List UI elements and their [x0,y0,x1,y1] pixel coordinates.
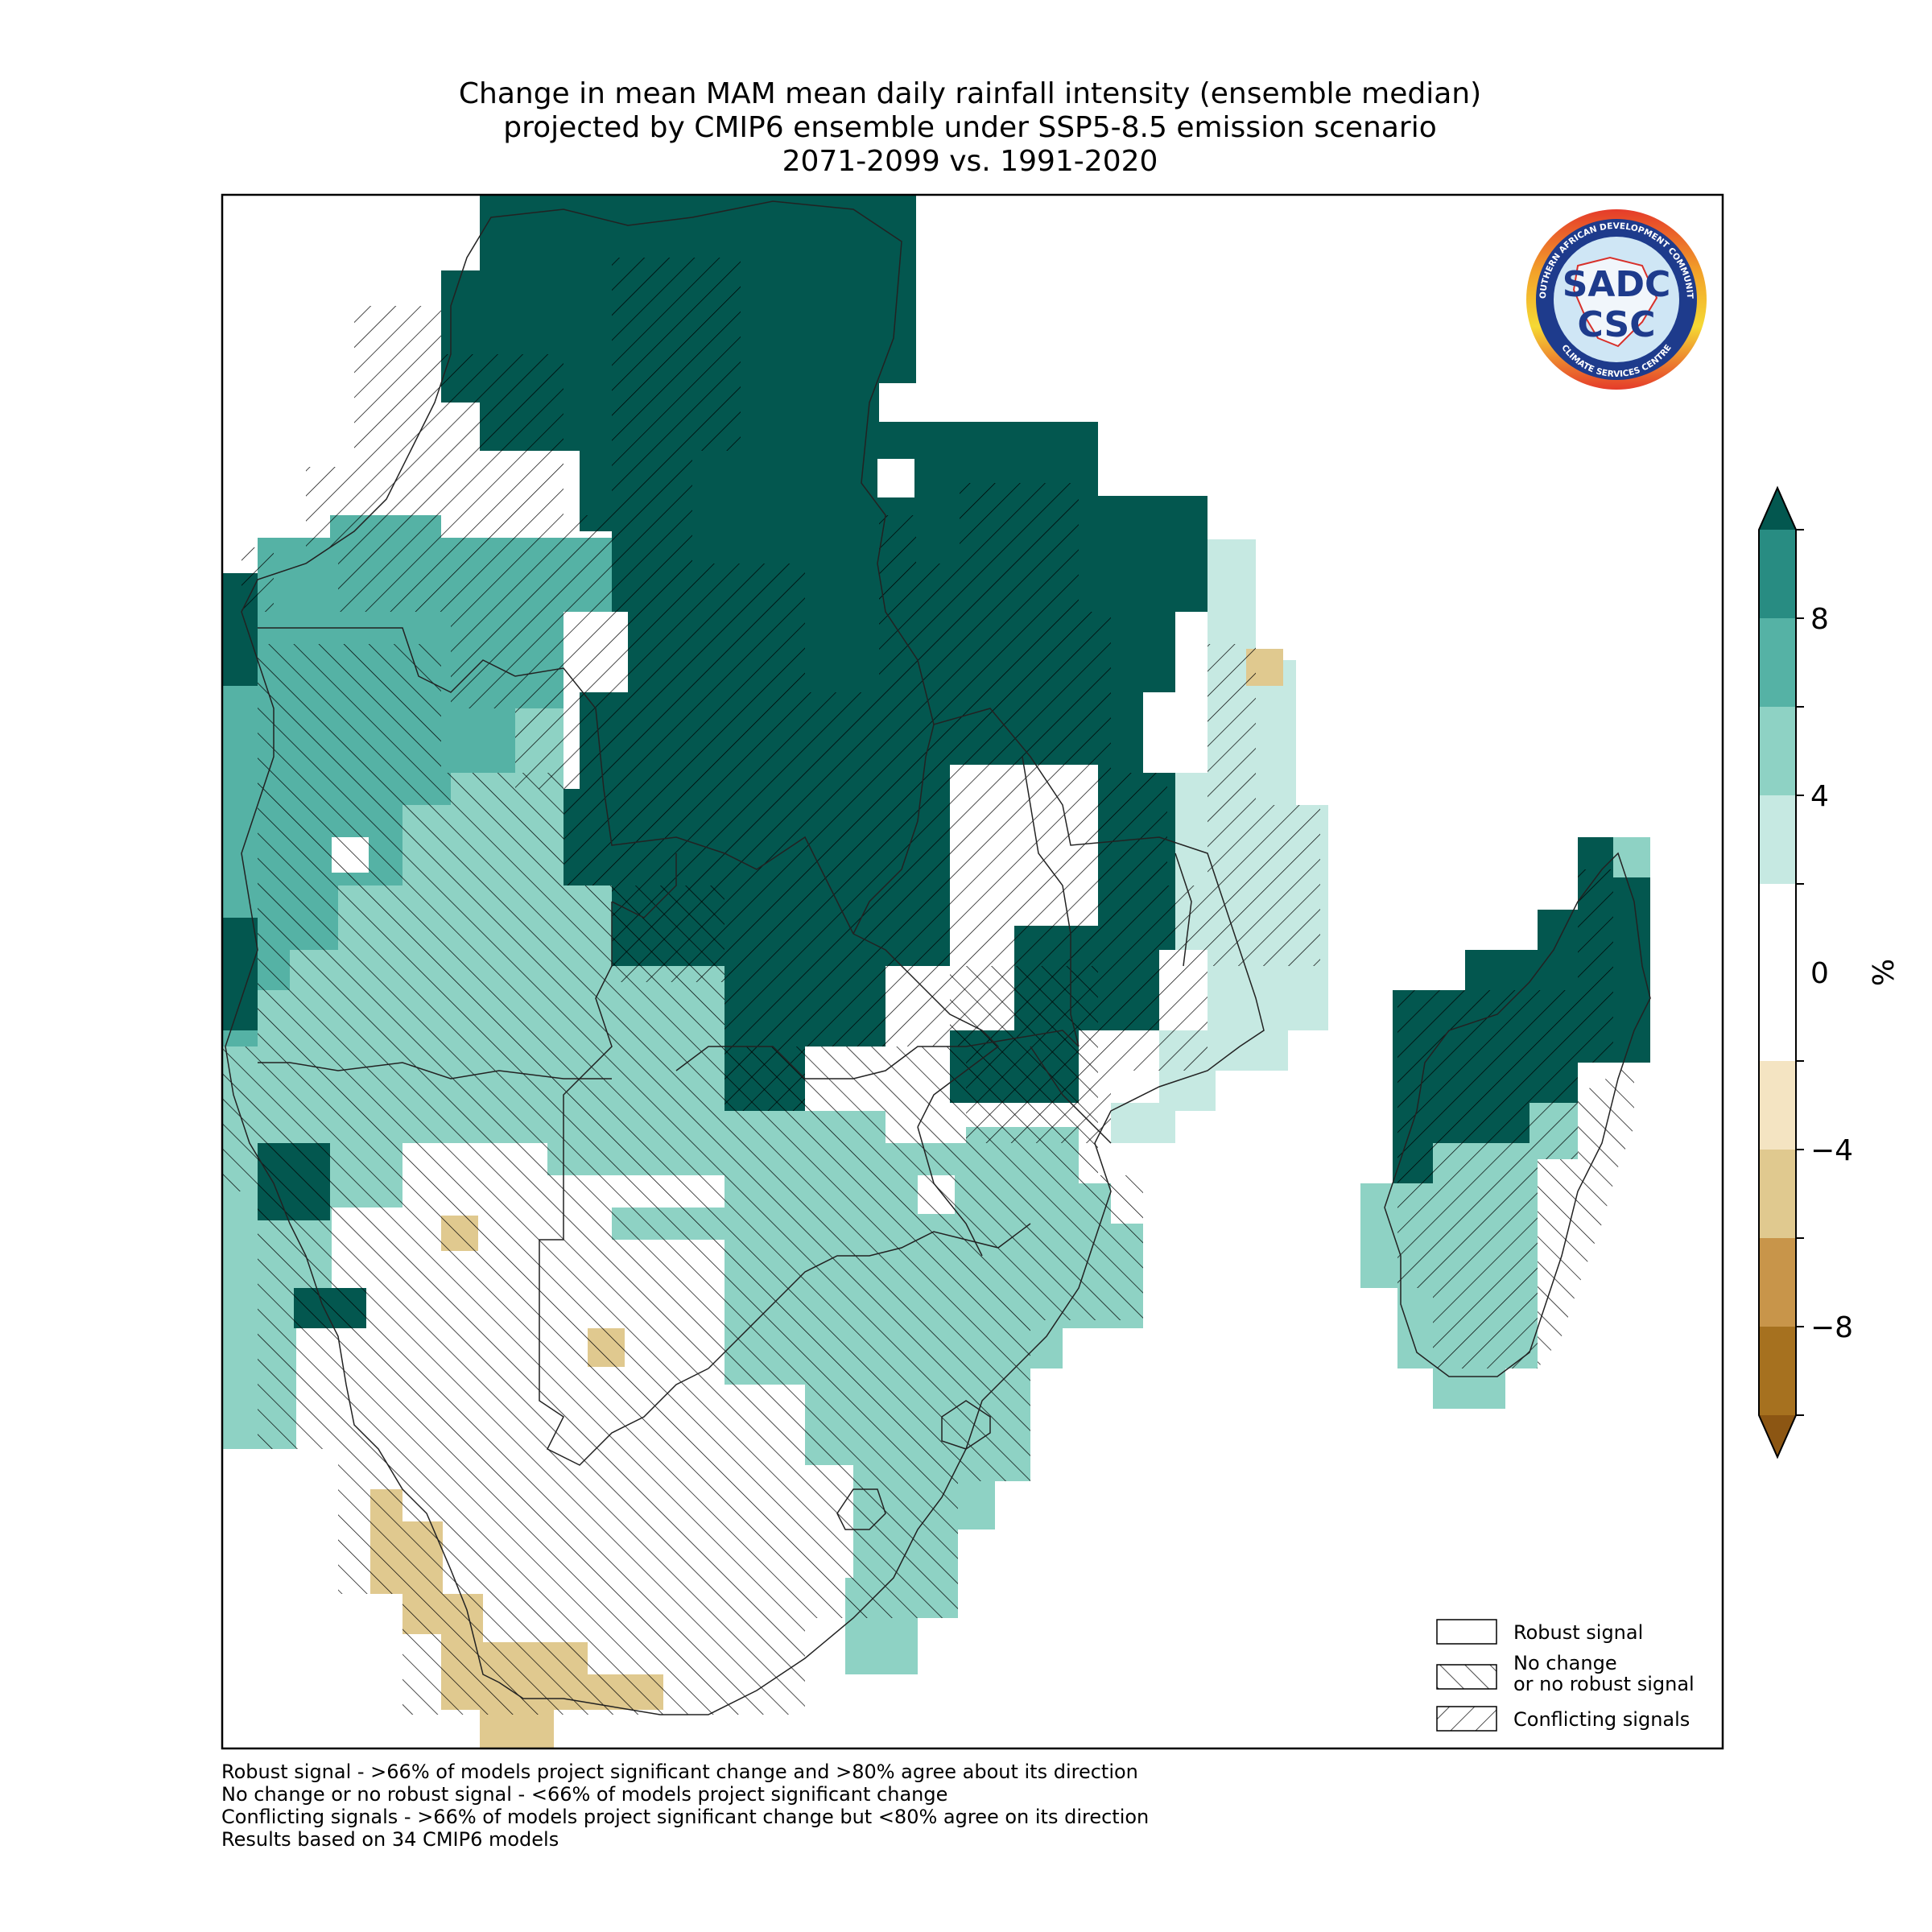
colorbar-tick-label: −8 [1810,1311,1853,1344]
logo-map-icon [1572,256,1658,348]
madagascar-coastline [1384,852,1651,1377]
colorbar-segment [1759,1327,1796,1415]
hatch-no-robust-madagascar-coast [1538,1063,1634,1368]
logo-sadc-text: SADC [1563,264,1671,305]
legend-label-no-robust-1: No change [1513,1652,1617,1674]
colorbar-extend-min [1759,1415,1796,1457]
colorbar-tick-label: 4 [1810,780,1829,813]
hatch-no-robust-south [222,644,1143,1715]
legend-label-robust: Robust signal [1513,1621,1643,1644]
colorbar-unit-label: % [1868,959,1901,986]
footnote-no-change: No change or no robust signal - <66% of … [221,1783,948,1806]
map-area [222,195,1651,1748]
colorbar-segment [1759,1150,1796,1238]
map-frame [221,193,1724,1750]
colorbar-tick-label: −4 [1810,1134,1853,1167]
footnote-conflicting: Conflicting signals - >66% of models pro… [221,1806,1150,1828]
title-line-1: Change in mean MAM mean daily rainfall i… [458,77,1482,110]
hatch-legend: Robust signal No change or no robust sig… [1436,1619,1695,1732]
colorbar-segment [1759,884,1796,1061]
colorbar-extend-max [1759,488,1796,530]
legend-label-conflicting: Conflicting signals [1513,1708,1690,1731]
logo-csc-text: CSC [1577,304,1655,345]
colorbar-tick-label: 8 [1810,603,1829,636]
region-cell-west-edge-2 [222,918,258,1030]
colorbar: 8 4 0 −4 −8% [1758,485,1901,1459]
footnote-robust: Robust signal - >66% of models project s… [221,1761,1138,1783]
hatch-conflicting-madagascar [1397,869,1613,1368]
colorbar-segment [1759,1061,1796,1150]
colorbar-segment [1759,1238,1796,1327]
footnotes: Robust signal - >66% of models project s… [221,1761,1149,1851]
colorbar-tick-label: 0 [1810,957,1829,990]
legend-swatch-robust [1436,1619,1497,1645]
colorbar-segment [1759,795,1796,884]
legend-label-no-robust-2: or no robust signal [1513,1673,1695,1695]
legend-swatch-no-robust [1436,1664,1497,1690]
hatch-conflicting-north [242,258,1320,1143]
legend-swatch-conflicting [1436,1706,1497,1732]
colorbar-segment [1759,707,1796,795]
country-borders [225,200,1265,1715]
title-line-3: 2071-2099 vs. 1991-2020 [782,145,1158,178]
footnote-models: Results based on 34 CMIP6 models [221,1828,559,1851]
title-line-2: projected by CMIP6 ensemble under SSP5-8… [503,111,1437,144]
colorbar-segment [1759,618,1796,707]
map-title: Change in mean MAM mean daily rainfall i… [217,77,1723,179]
region-cell-gap [877,459,914,497]
colorbar-segment [1759,530,1796,618]
